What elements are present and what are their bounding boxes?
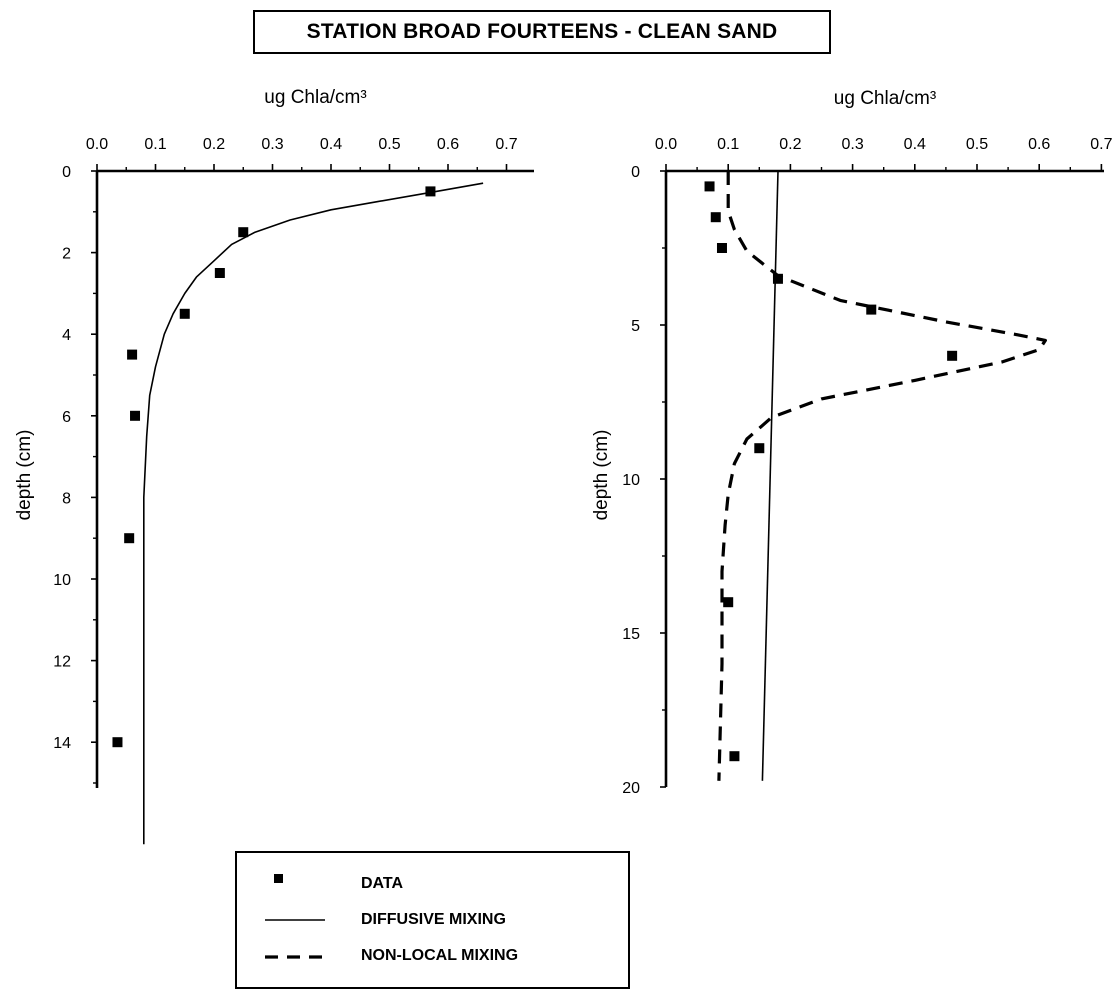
left-y-tick-label: 6 bbox=[62, 409, 71, 426]
legend-solid-line-key bbox=[265, 919, 325, 921]
right-data-point bbox=[754, 443, 765, 454]
legend-item-diffusive: DIFFUSIVE MIXING bbox=[237, 905, 628, 935]
left-x-tick-label: 0.5 bbox=[378, 136, 400, 153]
right-y-tick-label: 10 bbox=[622, 472, 640, 489]
left-x-tick-label: 0.3 bbox=[261, 136, 283, 153]
left-y-tick-label: 0 bbox=[62, 164, 71, 181]
right-diffusive-mixing-line bbox=[761, 170, 779, 781]
right-x-tick-label: 0.6 bbox=[1028, 136, 1050, 153]
left-y-tick-label: 14 bbox=[53, 735, 71, 752]
legend-item-nonlocal: NON-LOCAL MIXING bbox=[237, 941, 628, 971]
left-x-axis-title: ug Chla/cm³ bbox=[264, 87, 366, 108]
right-data-point bbox=[704, 181, 715, 192]
right-non-local-mixing-line bbox=[717, 171, 1048, 781]
left-x-tick-label: 0.1 bbox=[144, 136, 166, 153]
right-x-tick-label: 0.3 bbox=[841, 136, 863, 153]
legend-marker-key bbox=[274, 874, 283, 883]
right-data-point bbox=[716, 243, 727, 253]
left-diffusive-mixing-line bbox=[143, 182, 484, 845]
right-y-tick-label: 5 bbox=[631, 318, 640, 335]
left-data-point bbox=[238, 227, 249, 238]
left-x-tick-label: 0.4 bbox=[320, 136, 342, 153]
left-y-tick-label: 10 bbox=[53, 572, 71, 589]
right-data-point bbox=[772, 273, 783, 284]
legend-dashed-line-key bbox=[265, 955, 325, 959]
left-y-tick-label: 4 bbox=[62, 327, 71, 344]
right-data-point bbox=[866, 304, 877, 315]
left-data-point bbox=[124, 533, 135, 544]
right-x-tick-label: 0.5 bbox=[966, 136, 988, 153]
legend-label-diffusive: DIFFUSIVE MIXING bbox=[361, 911, 506, 928]
right-y-tick-label: 20 bbox=[622, 780, 640, 797]
left-y-tick-label: 2 bbox=[62, 246, 71, 263]
left-x-tick-label: 0.0 bbox=[86, 136, 108, 153]
right-y-axis-title: depth (cm) bbox=[591, 430, 612, 521]
left-y-tick-label: 8 bbox=[62, 490, 71, 507]
left-data-point bbox=[112, 737, 123, 748]
right-x-tick-label: 0.1 bbox=[717, 136, 739, 153]
left-y-axis-title: depth (cm) bbox=[14, 430, 35, 521]
right-data-point bbox=[710, 212, 721, 223]
legend-label-data: DATA bbox=[361, 875, 404, 892]
left-x-tick-label: 0.2 bbox=[203, 136, 225, 153]
right-data-point bbox=[729, 751, 740, 762]
left-data-point bbox=[127, 349, 138, 360]
right-x-tick-label: 0.2 bbox=[779, 136, 801, 153]
right-x-tick-label: 0.0 bbox=[655, 136, 677, 153]
figure-title: STATION BROAD FOURTEENS - CLEAN SAND bbox=[253, 10, 831, 54]
right-y-tick-label: 0 bbox=[631, 164, 640, 181]
left-x-tick-label: 0.7 bbox=[495, 136, 517, 153]
left-x-tick-label: 0.6 bbox=[437, 136, 459, 153]
legend-label-nonlocal: NON-LOCAL MIXING bbox=[361, 947, 519, 964]
left-data-point bbox=[214, 268, 225, 278]
right-x-tick-label: 0.7 bbox=[1090, 136, 1112, 153]
legend: DATA DIFFUSIVE MIXING NON-LOCAL MIXING bbox=[235, 851, 630, 989]
left-data-point bbox=[130, 410, 141, 421]
right-x-axis-title: ug Chla/cm³ bbox=[834, 88, 936, 109]
left-data-point bbox=[179, 308, 190, 319]
right-data-point bbox=[947, 350, 958, 361]
right-y-tick-label: 15 bbox=[622, 626, 640, 643]
right-data-point bbox=[723, 597, 734, 608]
legend-item-data: DATA bbox=[237, 869, 628, 899]
left-data-point bbox=[425, 186, 436, 197]
left-y-tick-label: 12 bbox=[53, 654, 71, 671]
right-x-tick-label: 0.4 bbox=[904, 136, 926, 153]
